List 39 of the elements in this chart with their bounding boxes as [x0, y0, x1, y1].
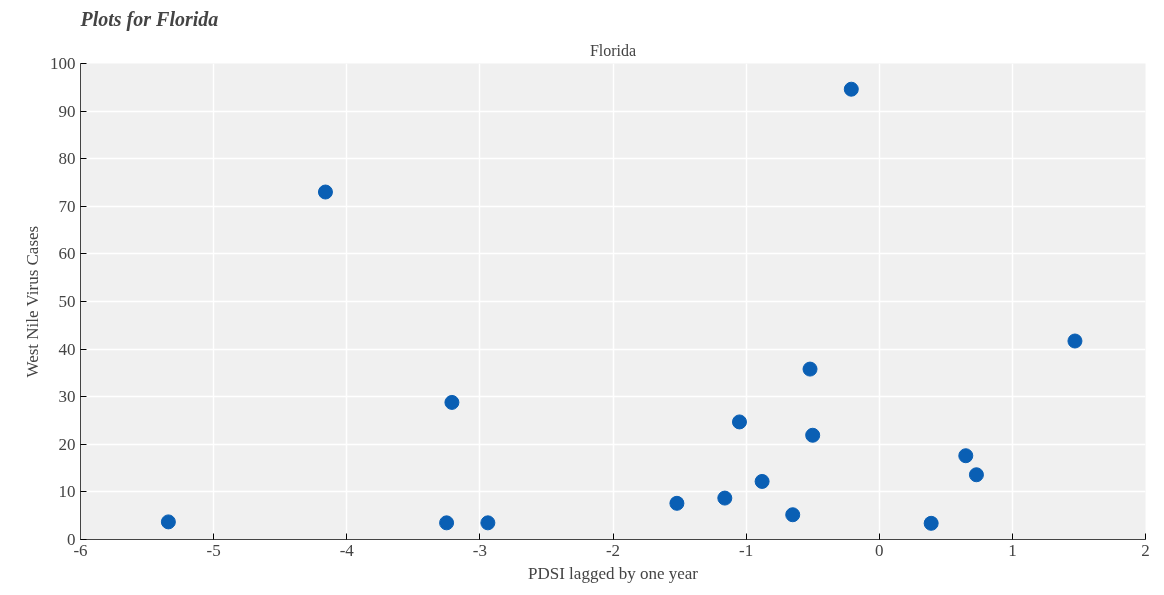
y-tick-label: 100	[50, 54, 76, 73]
point	[480, 515, 496, 531]
y-tick-label: 40	[58, 339, 76, 359]
point	[802, 361, 818, 377]
x-tick-label: -4	[339, 540, 355, 560]
point	[717, 490, 733, 506]
x-tick-label: 0	[875, 540, 884, 560]
y-tick-label: 50	[58, 292, 76, 311]
y-tick-label: 10	[58, 482, 76, 502]
point	[317, 184, 333, 200]
y-tick-label: 60	[58, 244, 76, 264]
point	[805, 427, 821, 443]
point	[731, 414, 747, 430]
x-tick-label: 2	[1141, 540, 1150, 560]
point	[669, 495, 685, 511]
point	[958, 448, 974, 464]
point	[968, 467, 984, 483]
point	[843, 81, 859, 97]
x-tick-label: 1	[1008, 540, 1017, 560]
y-tick-label: 90	[58, 101, 76, 121]
x-tick-label: -1	[739, 540, 754, 560]
x-tick-label: -3	[472, 540, 487, 560]
y-tick-label: 20	[58, 434, 76, 454]
y-axis-title: West Nile Virus Cases	[23, 225, 42, 378]
x-axis-title: PDSI lagged by one year	[528, 563, 699, 583]
y-tick-label: 70	[58, 196, 76, 216]
x-tick-label: -2	[605, 540, 621, 560]
point	[444, 394, 460, 410]
y-tick-label: 80	[58, 149, 76, 169]
text: Plots for Florida	[79, 7, 219, 31]
y-tick-label: 30	[58, 387, 76, 407]
point	[160, 514, 176, 530]
point	[923, 515, 939, 531]
point	[754, 473, 770, 489]
point	[785, 507, 801, 523]
chart-title: Florida	[589, 41, 637, 59]
point	[439, 515, 455, 531]
x-tick-label: -5	[206, 540, 221, 560]
point	[1067, 333, 1083, 349]
